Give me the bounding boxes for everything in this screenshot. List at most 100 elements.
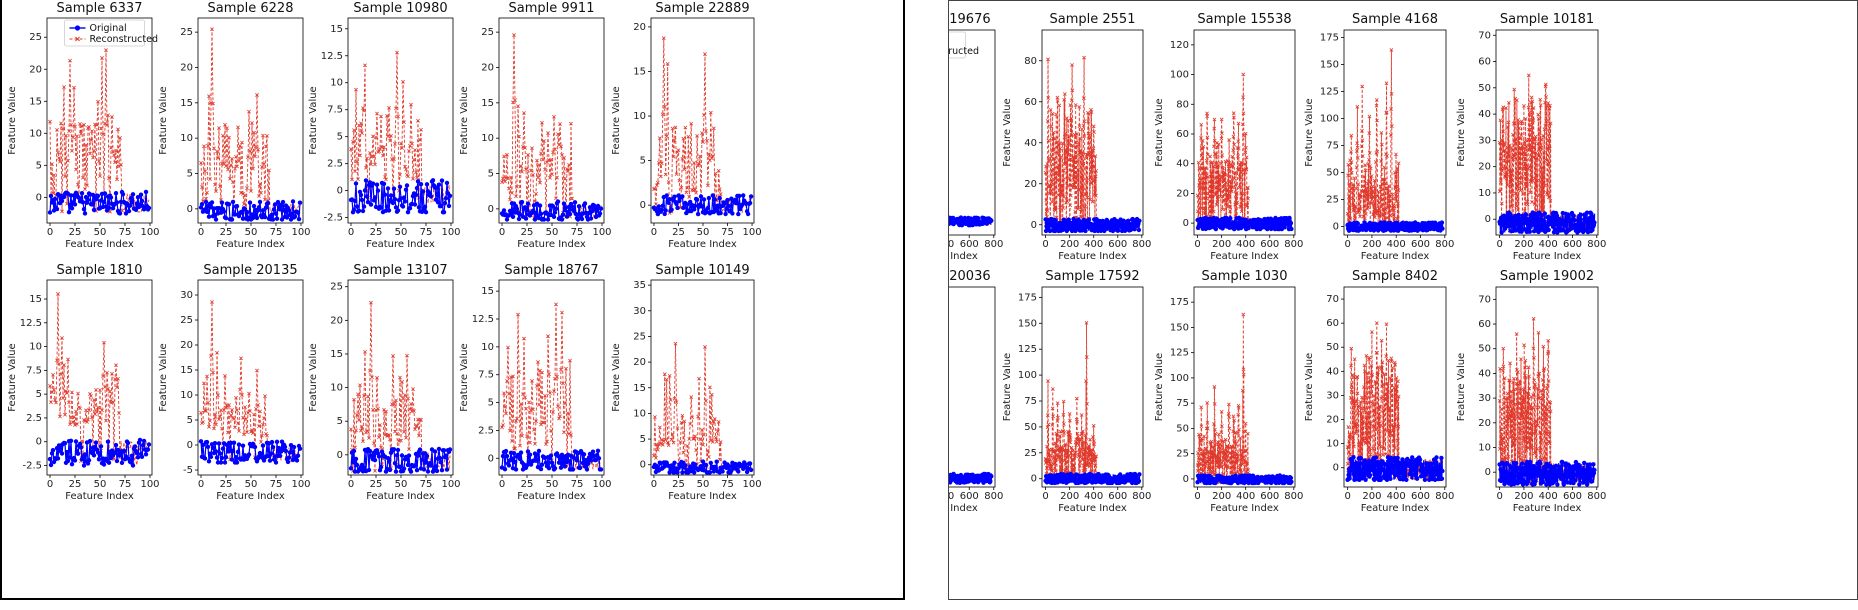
point-reconstructed <box>668 398 673 402</box>
plot-area <box>198 27 303 222</box>
point-reconstructed <box>1051 147 1056 152</box>
point-reconstructed <box>546 131 550 135</box>
point-reconstructed <box>1066 141 1071 145</box>
y-tick-label: 0 <box>337 450 343 461</box>
point-reconstructed <box>1352 215 1357 220</box>
point-reconstructed <box>1359 195 1363 200</box>
plot-area <box>651 36 754 217</box>
point-reconstructed <box>712 417 717 421</box>
point-reconstructed <box>535 158 539 163</box>
point-reconstructed <box>1391 212 1396 217</box>
point-original <box>277 453 283 458</box>
point-reconstructed <box>510 191 514 195</box>
point-original <box>594 208 600 213</box>
point-original <box>62 441 68 446</box>
point-reconstructed <box>1515 170 1520 175</box>
x-tick-label: 200 <box>1060 239 1079 250</box>
point-reconstructed <box>711 419 716 424</box>
point-reconstructed <box>1081 468 1086 473</box>
point-reconstructed <box>696 163 700 168</box>
point-reconstructed <box>259 190 263 195</box>
point-original <box>361 204 367 209</box>
point-reconstructed <box>401 396 405 401</box>
point-reconstructed <box>1063 161 1068 166</box>
point-reconstructed <box>1244 167 1249 172</box>
point-reconstructed <box>261 422 265 427</box>
point-reconstructed <box>1093 174 1098 179</box>
point-reconstructed <box>84 408 88 413</box>
point-reconstructed <box>418 138 422 142</box>
point-reconstructed <box>1070 63 1074 67</box>
point-original <box>706 195 712 201</box>
point-reconstructed <box>1502 141 1507 146</box>
point-reconstructed <box>1069 182 1073 187</box>
x-tick-label: 100 <box>742 479 761 490</box>
point-reconstructed <box>1222 179 1227 184</box>
point-original <box>734 201 739 206</box>
point-reconstructed <box>524 406 528 411</box>
point-reconstructed <box>1348 217 1353 221</box>
point-original <box>47 210 53 215</box>
x-tick-label: 25 <box>220 227 233 238</box>
point-reconstructed <box>398 375 402 380</box>
point-original <box>524 207 530 213</box>
plot-area <box>348 50 453 215</box>
point-original <box>296 216 302 222</box>
y-tick-label: 10 <box>29 128 42 139</box>
point-original <box>290 199 296 204</box>
point-original <box>212 441 218 446</box>
point-reconstructed <box>1243 131 1248 136</box>
point-reconstructed <box>698 154 702 159</box>
point-reconstructed <box>530 146 534 151</box>
point-reconstructed <box>98 388 102 392</box>
point-reconstructed <box>1047 183 1052 187</box>
point-original <box>579 216 585 222</box>
point-original <box>1592 220 1597 225</box>
point-reconstructed <box>92 397 96 402</box>
point-original <box>209 200 215 205</box>
point-reconstructed <box>1245 185 1250 190</box>
point-reconstructed <box>1046 450 1051 455</box>
point-reconstructed <box>227 403 231 407</box>
legend-box <box>949 31 966 59</box>
point-reconstructed <box>1214 191 1218 196</box>
point-reconstructed <box>262 162 266 167</box>
point-reconstructed <box>1088 197 1092 202</box>
point-reconstructed <box>1538 97 1543 102</box>
point-reconstructed <box>1059 465 1063 470</box>
y-axis-label: Feature Value <box>459 343 470 411</box>
plot-area <box>499 33 604 222</box>
point-original <box>392 197 398 202</box>
point-original <box>727 464 732 469</box>
point-reconstructed <box>1361 184 1365 188</box>
point-reconstructed <box>1508 177 1513 182</box>
point-reconstructed <box>94 387 98 392</box>
point-reconstructed <box>1505 150 1509 155</box>
point-reconstructed <box>404 435 408 440</box>
point-reconstructed <box>116 376 120 381</box>
point-original <box>736 211 741 217</box>
point-original <box>366 467 372 473</box>
point-reconstructed <box>1063 442 1068 447</box>
point-reconstructed <box>560 153 564 157</box>
point-reconstructed <box>1233 200 1238 205</box>
point-original <box>406 453 412 458</box>
point-original <box>221 209 227 214</box>
point-reconstructed <box>1068 433 1073 437</box>
point-original <box>567 211 573 217</box>
point-reconstructed <box>718 440 723 444</box>
point-original <box>235 449 241 455</box>
point-reconstructed <box>251 431 255 435</box>
y-tick-label: 20 <box>1176 188 1189 199</box>
point-original <box>229 457 235 462</box>
x-tick-label: 75 <box>571 227 584 238</box>
point-reconstructed <box>692 161 697 165</box>
point-reconstructed <box>1382 165 1387 170</box>
point-reconstructed <box>681 136 686 141</box>
point-original <box>1527 229 1532 234</box>
point-reconstructed <box>1349 170 1354 175</box>
point-reconstructed <box>1351 208 1356 213</box>
point-original <box>356 208 362 213</box>
point-reconstructed <box>72 414 76 419</box>
